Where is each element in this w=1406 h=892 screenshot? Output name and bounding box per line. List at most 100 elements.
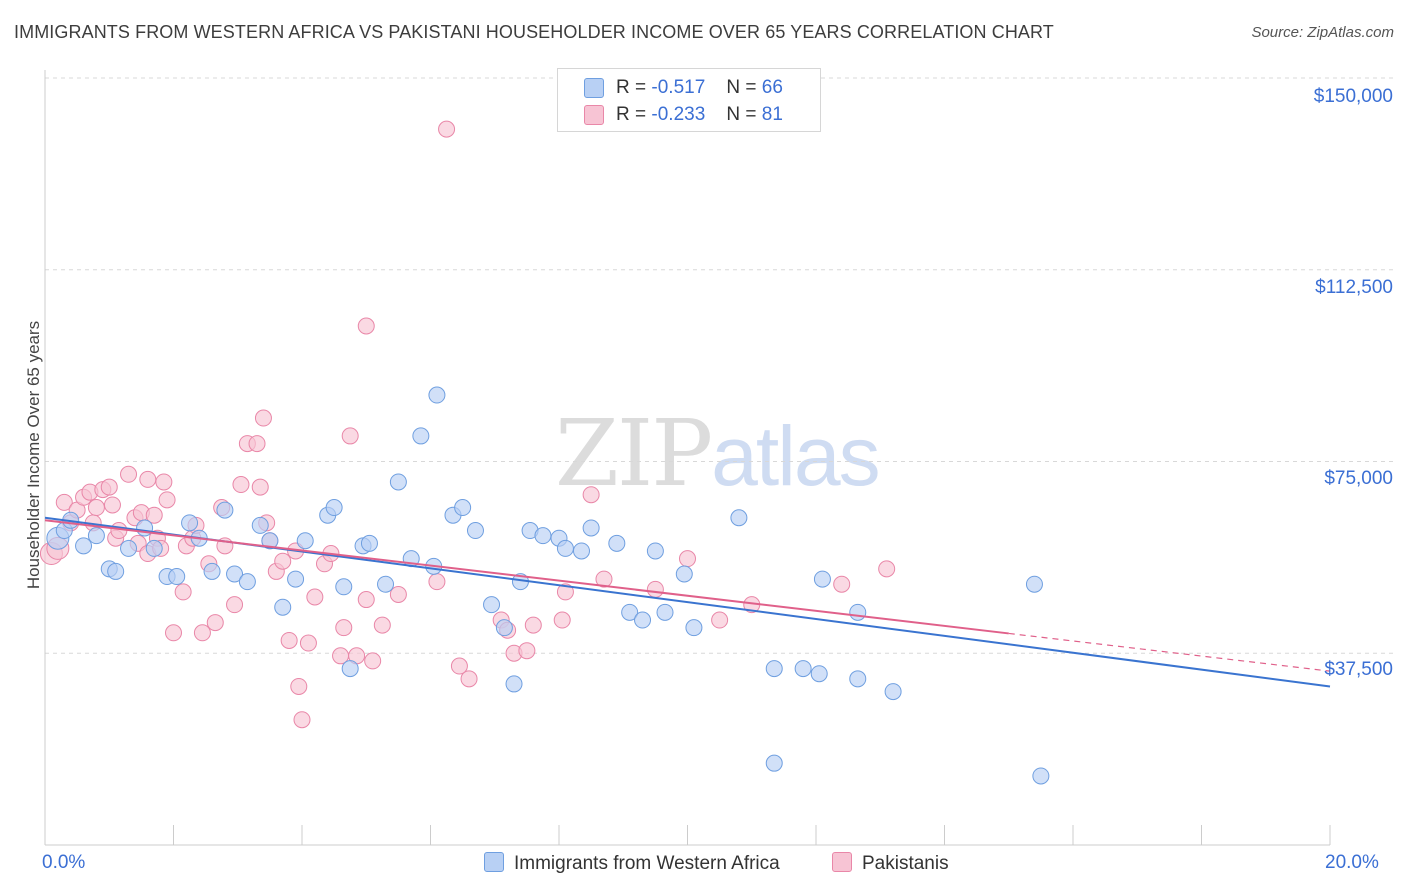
y-tick-label: $150,000 [1313,86,1393,107]
point-pakistanis [155,473,173,491]
point-pakistanis [428,573,446,591]
point-western-africa [120,539,138,557]
point-pakistanis [679,550,696,568]
r-value: -0.517 [651,77,706,98]
point-western-africa [203,562,221,580]
watermark-atlas: atlas [711,409,880,503]
point-pakistanis [206,614,224,632]
point-pakistanis [120,465,138,483]
blue-swatch [584,78,604,98]
point-western-africa [582,519,600,537]
point-pakistanis [274,552,292,570]
legend-text: R = -0.233 N = 81 [616,104,783,126]
point-western-africa [646,542,664,560]
point-pakistanis [290,677,308,695]
legend-label: Pakistanis [862,853,949,874]
point-pakistanis [145,506,163,524]
point-pakistanis [357,591,375,609]
point-western-africa [145,539,163,557]
point-pakistanis [251,478,269,496]
point-western-africa [335,578,353,596]
point-western-africa [572,542,590,560]
point-western-africa [341,660,359,678]
point-western-africa [287,570,305,588]
point-western-africa [325,499,343,517]
point-western-africa [505,675,523,693]
point-pakistanis [389,585,407,603]
trendline-pakistanis [44,519,1009,635]
point-western-africa [849,603,867,621]
point-western-africa [483,596,501,614]
point-pakistanis [556,583,574,601]
point-western-africa [1025,575,1043,593]
point-pakistanis [299,634,317,652]
x-tick-label: 20.0% [1325,852,1379,873]
point-western-africa [274,598,292,616]
point-pakistanis [103,496,121,514]
point-pakistanis [254,409,272,427]
legend-item-pakistanis: Pakistanis [832,852,949,875]
point-western-africa [261,532,279,550]
point-western-africa [556,539,574,557]
r-label: R = [616,104,647,125]
point-pakistanis [582,486,600,504]
point-pakistanis [193,624,211,642]
x-tick-label: 0.0% [42,852,86,873]
watermark-zip: ZIP [555,400,713,507]
point-pakistanis [174,583,192,601]
point-pakistanis [646,580,664,598]
point-western-africa [251,516,269,534]
pink-swatch [584,105,604,125]
point-pakistanis [306,588,324,606]
point-western-africa [534,527,552,545]
watermark: ZIPatlas [555,400,881,507]
r-value: -0.233 [651,104,706,125]
point-western-africa [608,534,626,552]
point-western-africa [765,754,783,772]
pink-swatch [832,852,852,872]
n-label: N = [726,104,757,125]
legend-text: R = -0.517 N = 66 [616,77,783,99]
point-western-africa [813,570,831,588]
point-western-africa [168,568,186,586]
point-western-africa [765,660,783,678]
point-western-africa [454,499,472,517]
point-western-africa [428,386,446,404]
point-western-africa [412,427,430,445]
point-western-africa [389,473,407,491]
point-western-africa [216,501,234,519]
point-western-africa [75,537,93,555]
point-western-africa [730,509,748,527]
point-western-africa [621,603,639,621]
point-pakistanis [357,317,375,335]
point-pakistanis [364,652,382,670]
point-pakistanis [341,427,359,445]
point-pakistanis [280,631,298,649]
point-western-africa [238,573,256,591]
point-western-africa [107,562,125,580]
point-pakistanis [878,560,896,578]
point-pakistanis [232,476,250,494]
n-value: 66 [761,77,783,98]
point-pakistanis [100,478,118,496]
point-pakistanis [524,616,542,634]
point-western-africa [466,522,484,540]
point-western-africa [377,575,395,593]
point-pakistanis [158,491,176,509]
point-western-africa [495,619,513,637]
n-value: 81 [761,104,783,125]
point-western-africa [181,514,199,532]
blue-swatch [484,852,504,872]
trendline-pakistanis-extension [1008,632,1331,672]
y-tick-label: $112,500 [1315,277,1393,298]
n-label: N = [726,77,757,98]
y-tick-label: $37,500 [1324,659,1393,680]
point-western-africa [794,660,812,678]
point-pakistanis [226,596,244,614]
legend-label: Immigrants from Western Africa [514,853,780,874]
r-label: R = [616,77,647,98]
point-pakistanis [711,611,729,629]
stats-legend: R = -0.517 N = 66 R = -0.233 N = 81 [557,68,821,132]
point-western-africa [675,565,693,583]
